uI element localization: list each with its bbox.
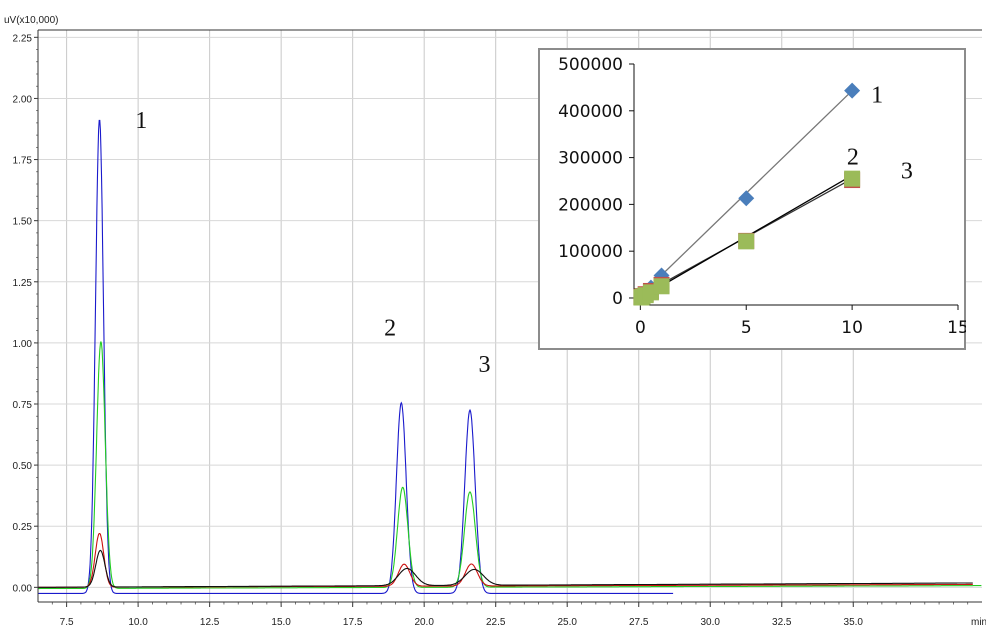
y-tick-label: 1.50 bbox=[13, 217, 33, 228]
inset-y-tick-label: 100000 bbox=[558, 242, 623, 262]
inset-x-tick-label: 5 bbox=[741, 318, 752, 338]
inset-series-label-3: 3 bbox=[901, 159, 913, 185]
x-tick-label: 30.0 bbox=[701, 617, 721, 628]
x-tick-label: 27.5 bbox=[629, 617, 649, 628]
inset-x-tick-label: 0 bbox=[635, 318, 646, 338]
x-tick-label: 7.5 bbox=[60, 617, 74, 628]
x-tick-label: 10.0 bbox=[128, 617, 148, 628]
trace-line-1 bbox=[38, 119, 674, 594]
y-tick-label: 2.25 bbox=[13, 33, 33, 44]
inset-axes: 0 100000 200000 300000 400000 500000 0 5 10 15 bbox=[558, 55, 966, 338]
x-tick-label: 35.0 bbox=[844, 617, 864, 628]
y-tick-label: 0.25 bbox=[13, 522, 33, 533]
x-tick-label: 25.0 bbox=[557, 617, 577, 628]
inset-y-tick-label: 400000 bbox=[558, 102, 623, 122]
data-point-series-3 bbox=[738, 233, 755, 250]
inset-series-label-2: 2 bbox=[847, 145, 859, 171]
inset-y-tick-label: 500000 bbox=[558, 55, 623, 75]
x-axis-unit: min bbox=[971, 617, 986, 628]
y-tick-label: 0.75 bbox=[13, 400, 33, 411]
calibration-inset-chart: 0 100000 200000 300000 400000 500000 0 5 10 15 1 2… bbox=[538, 48, 966, 350]
inset-x-tick-label: 10 bbox=[841, 318, 863, 338]
x-tick-label: 17.5 bbox=[343, 617, 363, 628]
x-tick-label: 20.0 bbox=[414, 617, 434, 628]
chromatogram-traces bbox=[38, 119, 982, 594]
peak-label-2: 2 bbox=[384, 316, 396, 342]
inset-y-tick-label: 0 bbox=[612, 289, 623, 309]
x-tick-label: 15.0 bbox=[271, 617, 291, 628]
data-point-series-3 bbox=[844, 170, 861, 187]
x-tick-label: 12.5 bbox=[200, 617, 220, 628]
y-tick-label: 0.00 bbox=[13, 583, 33, 594]
inset-series-label-1: 1 bbox=[871, 82, 883, 108]
inset-y-tick-label: 300000 bbox=[558, 149, 623, 169]
peak-label-3: 3 bbox=[479, 352, 491, 378]
trace-line-4 bbox=[38, 549, 973, 588]
peak-labels: 1 2 3 bbox=[135, 108, 490, 378]
y-tick-label: 2.00 bbox=[13, 94, 33, 105]
inset-x-tick-label: 15 bbox=[947, 318, 966, 338]
data-point-series-3 bbox=[653, 278, 670, 295]
y-axis-unit: uV(x10,000) bbox=[4, 15, 58, 26]
x-tick-label: 22.5 bbox=[486, 617, 506, 628]
y-tick-label: 0.50 bbox=[13, 461, 33, 472]
y-tick-label: 1.00 bbox=[13, 339, 33, 350]
inset-y-tick-label: 200000 bbox=[558, 195, 623, 215]
trace-line-2 bbox=[38, 341, 982, 590]
data-point-series-1 bbox=[738, 190, 755, 207]
x-tick-label: 32.5 bbox=[772, 617, 792, 628]
peak-label-1: 1 bbox=[135, 108, 147, 134]
calibration-labels: 1 2 3 bbox=[847, 82, 913, 184]
axes: 7.5 10.0 12.5 15.0 17.5 20.0 22.5 25.0 27.5 30.0 3… bbox=[13, 29, 982, 628]
y-tick-label: 1.75 bbox=[13, 156, 33, 167]
y-tick-label: 1.25 bbox=[13, 278, 33, 289]
calibration-series bbox=[633, 82, 861, 306]
data-point-series-1 bbox=[844, 82, 861, 99]
